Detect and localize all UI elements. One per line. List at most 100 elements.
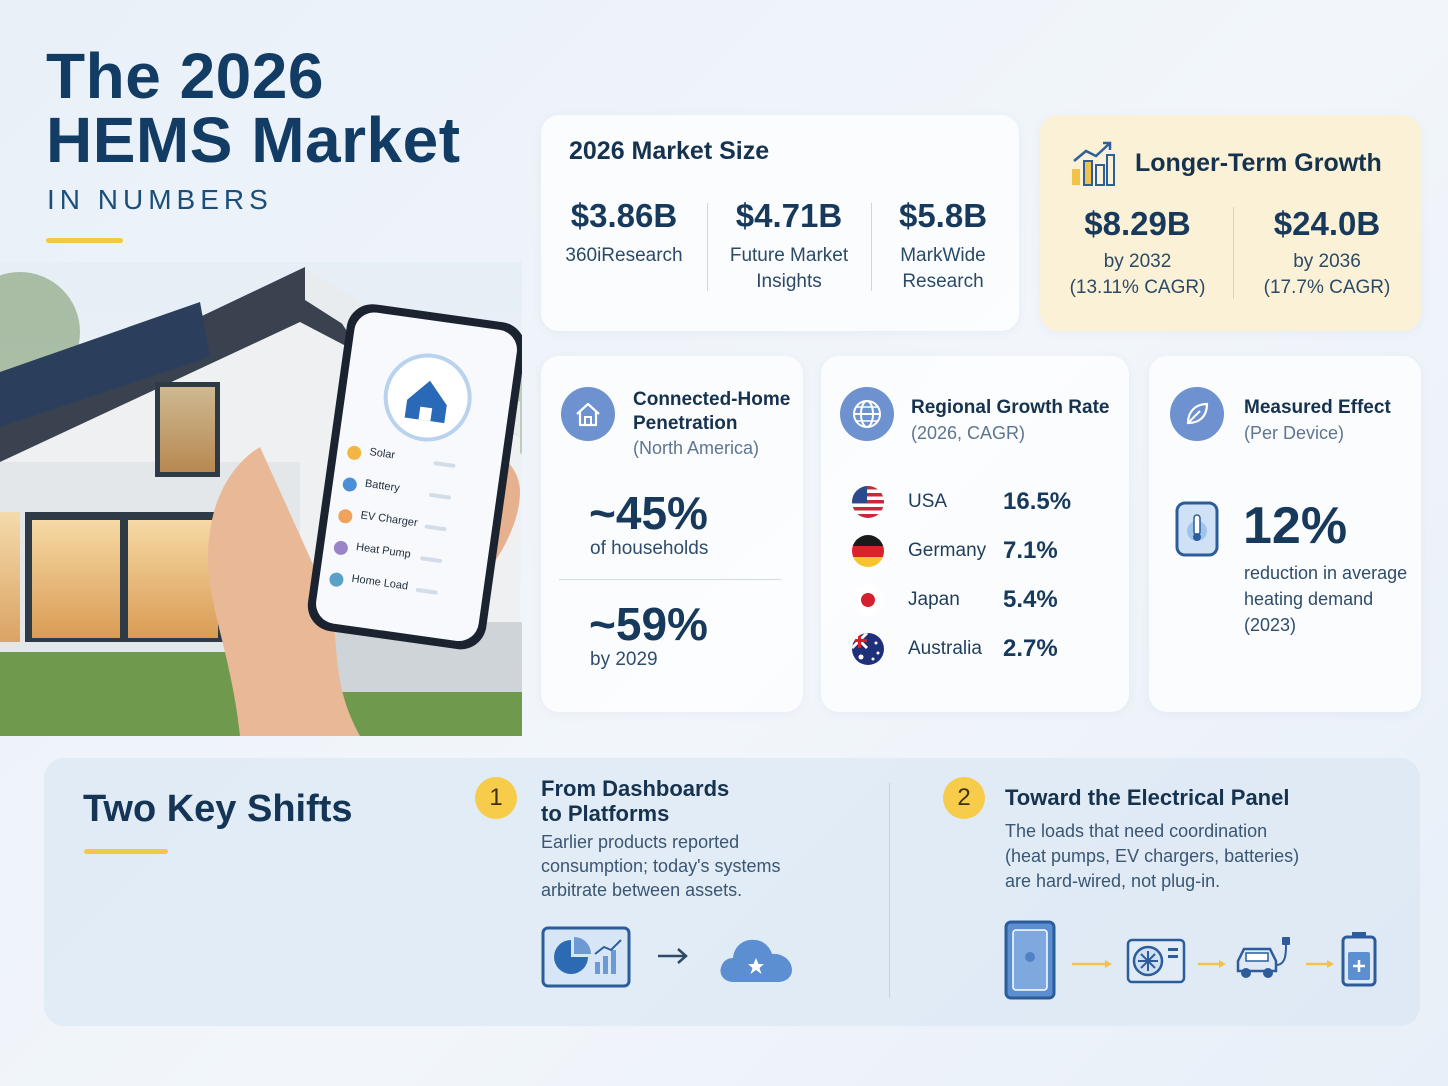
long-term-stat-2-value: $24.0B bbox=[1273, 205, 1381, 242]
long-term-stat-1-line1: by 2032 bbox=[1103, 251, 1172, 272]
penetration-card: Connected-Home Penetration (North Americ… bbox=[541, 356, 803, 712]
arrow-right-icon bbox=[656, 946, 690, 971]
arrow-right-icon bbox=[1198, 956, 1226, 974]
house-phone-illustration bbox=[0, 262, 522, 736]
dashboard-icon bbox=[541, 926, 631, 993]
effect-note: (Per Device) bbox=[1244, 423, 1345, 443]
region-row-germany: Germany 7.1% bbox=[852, 526, 1122, 575]
phone-app-labels: Solar Battery EV Charger Heat Pump Home … bbox=[0, 262, 522, 736]
region-row-usa: USA 16.5% bbox=[852, 477, 1122, 526]
usa-flag-icon bbox=[852, 485, 884, 518]
divider bbox=[707, 203, 708, 291]
shifts-underline bbox=[84, 849, 168, 854]
globe-icon bbox=[840, 387, 894, 441]
heat-pump-icon bbox=[1126, 938, 1186, 991]
region-rate: 2.7% bbox=[1003, 634, 1058, 662]
market-stat-3-value: $5.8B bbox=[898, 197, 988, 234]
long-term-stat-1-line2: (13.11% CAGR) bbox=[1069, 277, 1206, 298]
australia-flag-icon bbox=[852, 632, 884, 665]
market-size-title: 2026 Market Size bbox=[569, 137, 770, 165]
app-item-heat-pump: Heat Pump bbox=[355, 541, 412, 561]
shift-1-body-line2: consumption; today's systems bbox=[541, 856, 781, 876]
ev-car-icon bbox=[1232, 935, 1294, 992]
divider bbox=[889, 783, 890, 998]
penetration-note: (North America) bbox=[633, 438, 760, 458]
penetration-title-line1: Connected-Home bbox=[633, 389, 791, 410]
market-stat-3-source-line2: Research bbox=[902, 271, 984, 292]
market-stat-2: $4.71B Future Market Insights bbox=[707, 197, 871, 295]
penetration-stat-2-value: ~59% bbox=[589, 598, 708, 650]
market-stat-1: $3.86B 360iResearch bbox=[541, 197, 707, 269]
long-term-stat-2-line2: (17.7% CAGR) bbox=[1263, 277, 1391, 298]
long-term-stat-1: $8.29B by 2032 (13.11% CAGR) bbox=[1040, 205, 1235, 301]
shift-2-badge: 2 bbox=[943, 777, 985, 819]
shift-1-badge: 1 bbox=[475, 777, 517, 819]
arrow-right-icon bbox=[1306, 956, 1334, 974]
app-item-home-load: Home Load bbox=[350, 572, 409, 593]
house-icon bbox=[561, 387, 615, 441]
shift-2-body-line1: The loads that need coordination bbox=[1005, 821, 1268, 841]
region-row-japan: Japan 5.4% bbox=[852, 575, 1122, 624]
shift-1-body-line1: Earlier products reported bbox=[541, 832, 740, 852]
germany-flag-icon bbox=[852, 534, 884, 567]
region-rate: 7.1% bbox=[1003, 536, 1058, 564]
title-line-1: The 2026 bbox=[46, 40, 324, 112]
market-stat-2-source-line1: Future Market bbox=[729, 245, 849, 266]
shift-1-title-line1: From Dashboards bbox=[541, 776, 730, 801]
long-term-stat-2-line1: by 2036 bbox=[1293, 251, 1361, 272]
effect-title: Measured Effect bbox=[1244, 397, 1391, 418]
shifts-title: Two Key Shifts bbox=[83, 788, 353, 830]
title-line-2: HEMS Market bbox=[46, 104, 461, 176]
key-shifts-panel: Two Key Shifts 1 From Dashboards to Plat… bbox=[44, 758, 1420, 1026]
page-title: The 2026 HEMS Market bbox=[46, 44, 461, 172]
effect-label-line3: (2023) bbox=[1244, 615, 1297, 635]
region-row-australia: Australia 2.7% bbox=[852, 624, 1122, 673]
long-term-stat-1-value: $8.29B bbox=[1084, 205, 1191, 242]
market-stat-3: $5.8B MarkWide Research bbox=[871, 197, 1015, 295]
region-rate: 5.4% bbox=[1003, 585, 1058, 613]
divider bbox=[871, 203, 872, 291]
region-rate: 16.5% bbox=[1003, 487, 1072, 515]
regional-title: Regional Growth Rate bbox=[911, 397, 1110, 418]
battery-icon bbox=[1340, 930, 1378, 993]
title-underline bbox=[46, 238, 123, 243]
divider bbox=[559, 579, 781, 580]
app-item-solar: Solar bbox=[368, 446, 396, 462]
region-country: Australia bbox=[908, 637, 982, 659]
cloud-icon bbox=[716, 928, 796, 991]
divider bbox=[1233, 207, 1234, 299]
region-country: Japan bbox=[908, 588, 960, 610]
leaf-icon bbox=[1170, 387, 1224, 441]
penetration-stat-2-label: by 2029 bbox=[590, 649, 658, 670]
growth-chart-icon bbox=[1070, 139, 1116, 192]
penetration-title-line2: Penetration bbox=[633, 413, 738, 434]
shift-2-body-line2: (heat pumps, EV chargers, batteries) bbox=[1005, 846, 1300, 866]
measured-effect-card: Measured Effect (Per Device) 12% reducti… bbox=[1149, 356, 1421, 712]
shift-2-body-line3: are hard-wired, not plug-in. bbox=[1005, 871, 1221, 891]
shift-2-title-line1: Toward the Electrical Panel bbox=[1005, 785, 1290, 810]
page-subtitle: IN NUMBERS bbox=[47, 184, 273, 215]
regional-note: (2026, CAGR) bbox=[911, 423, 1026, 443]
region-country: Germany bbox=[908, 539, 987, 561]
penetration-stat-1-value: ~45% bbox=[589, 487, 708, 539]
electrical-panel-icon bbox=[1004, 920, 1056, 1005]
region-country: USA bbox=[908, 490, 948, 512]
hero-illustration: Solar Battery EV Charger Heat Pump Home … bbox=[0, 262, 522, 736]
regional-growth-card: Regional Growth Rate (2026, CAGR) USA 16… bbox=[821, 356, 1129, 712]
market-stat-1-source: 360iResearch bbox=[565, 245, 683, 266]
market-stat-1-value: $3.86B bbox=[570, 197, 678, 234]
shift-1-body-line3: arbitrate between assets. bbox=[541, 880, 743, 900]
long-term-title: Longer-Term Growth bbox=[1135, 149, 1382, 177]
thermostat-icon bbox=[1175, 501, 1219, 562]
market-size-card: 2026 Market Size $3.86B 360iResearch $4.… bbox=[541, 115, 1019, 331]
arrow-right-icon bbox=[1072, 956, 1112, 974]
app-item-ev-charger: EV Charger bbox=[359, 509, 419, 530]
effect-value: 12% bbox=[1243, 497, 1348, 555]
effect-label-line1: reduction in average bbox=[1244, 563, 1408, 583]
effect-label-line2: heating demand bbox=[1244, 589, 1374, 609]
app-item-battery: Battery bbox=[364, 477, 401, 495]
long-term-stat-2: $24.0B by 2036 (17.7% CAGR) bbox=[1233, 205, 1421, 301]
market-stat-2-value: $4.71B bbox=[735, 197, 843, 234]
app-item-list bbox=[329, 445, 456, 595]
japan-flag-icon bbox=[852, 583, 884, 616]
